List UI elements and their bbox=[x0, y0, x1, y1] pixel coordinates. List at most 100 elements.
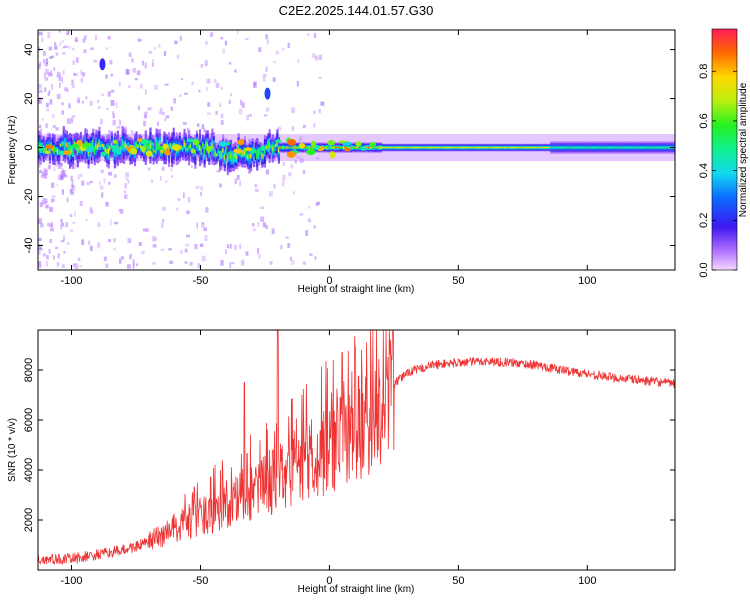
spectrogram-speckle bbox=[119, 258, 122, 264]
spectrogram-band-cell bbox=[253, 156, 256, 160]
spectrogram-band-cell bbox=[358, 146, 361, 149]
spectrogram-speckle bbox=[73, 163, 77, 170]
spectrogram-band-cell bbox=[293, 146, 296, 149]
spectrogram-band-cell bbox=[335, 146, 338, 149]
colorbar-tick-label: 0.4 bbox=[698, 163, 710, 178]
spectrogram-speckle bbox=[111, 111, 115, 114]
spectrogram-band-cell bbox=[434, 147, 437, 149]
spectrogram-band-cell bbox=[641, 146, 644, 149]
spectrogram-speckle bbox=[64, 87, 68, 92]
spectrogram-hotspot bbox=[344, 148, 351, 152]
spectrogram-speckle bbox=[114, 221, 119, 225]
spectrogram-speckle bbox=[52, 113, 55, 119]
spectrogram-speckle bbox=[135, 263, 138, 267]
spectrogram-band-cell bbox=[562, 146, 565, 149]
spectrogram-band-cell bbox=[386, 147, 389, 149]
spectrogram-speckle bbox=[152, 236, 156, 242]
spectrogram-band-cell bbox=[161, 149, 164, 153]
snr-x-axis-label: Height of straight line (km) bbox=[298, 584, 415, 595]
spectrogram-speckle bbox=[229, 262, 232, 268]
spectrogram-band-cell bbox=[457, 147, 460, 149]
spectrogram-band-cell bbox=[427, 147, 431, 149]
spectrogram-band-cell bbox=[531, 147, 534, 149]
spectrogram-band-cell bbox=[636, 146, 639, 149]
spectrogram-speckle bbox=[240, 99, 243, 106]
spectrogram-band-cell bbox=[53, 147, 56, 153]
spectrogram-band-cell bbox=[550, 146, 553, 149]
spectrogram-isolated-patch bbox=[99, 58, 106, 71]
spectrogram-band-cell bbox=[271, 146, 274, 151]
spectrogram-speckle bbox=[126, 69, 130, 75]
spectrogram-speckle bbox=[184, 92, 188, 95]
spectrogram-band-cell bbox=[503, 147, 506, 149]
spectrogram-band-cell bbox=[146, 146, 149, 150]
spectrogram-band-cell bbox=[553, 146, 556, 149]
spectrogram-band-cell bbox=[200, 149, 203, 153]
spectrogram-band-cell bbox=[367, 146, 370, 149]
spectrogram-speckle bbox=[273, 184, 276, 189]
spectrogram-band-cell bbox=[211, 143, 214, 150]
spectrogram-band-cell bbox=[607, 146, 610, 149]
spectrogram-band-cell bbox=[267, 143, 270, 148]
spectrogram-speckle bbox=[239, 244, 242, 249]
spectrogram-band-cell bbox=[528, 147, 531, 149]
spectrogram-band-cell bbox=[573, 146, 576, 149]
spectrogram-band-cell bbox=[608, 146, 612, 149]
spectrogram-speckle bbox=[43, 168, 48, 173]
spectrogram-band-cell bbox=[460, 147, 463, 149]
spectrogram-hotspot bbox=[287, 138, 297, 146]
spectrogram-speckle bbox=[45, 102, 49, 108]
spectrogram-y-axis: -40 -20 0 20 40 bbox=[23, 43, 675, 253]
spectrogram-speckle bbox=[257, 247, 260, 254]
spectrogram-speckle bbox=[246, 115, 249, 121]
spectrogram-band-cell bbox=[206, 143, 209, 149]
spectrogram-x-tick-label: 100 bbox=[578, 275, 596, 287]
spectrogram-hotspot bbox=[218, 141, 228, 147]
spectrogram-band-cell bbox=[588, 146, 592, 149]
spectrogram-speckle bbox=[110, 100, 115, 106]
spectrogram-speckle bbox=[132, 68, 136, 73]
spectrogram-speckle bbox=[109, 59, 113, 65]
spectrogram-speckle bbox=[38, 90, 43, 93]
spectrogram-speckle bbox=[72, 60, 75, 66]
spectrogram-band-cell bbox=[396, 147, 400, 149]
spectrogram-speckle bbox=[51, 83, 53, 90]
spectrogram-band-cell bbox=[511, 147, 514, 149]
spectrogram-band-cell bbox=[443, 147, 446, 149]
spectrogram-speckle bbox=[58, 30, 61, 33]
spectrogram-band-cell bbox=[630, 146, 633, 149]
spectrogram-speckle bbox=[48, 90, 51, 94]
spectrogram-speckle bbox=[53, 166, 56, 171]
spectrogram-band-cell bbox=[124, 142, 127, 148]
spectrogram-speckle bbox=[105, 263, 109, 269]
spectrogram-speckle bbox=[158, 44, 161, 48]
spectrogram-speckle bbox=[275, 50, 280, 55]
spectrogram-speckle bbox=[224, 40, 228, 46]
spectrogram-band-cell bbox=[646, 146, 649, 149]
spectrogram-speckle bbox=[58, 82, 61, 88]
spectrogram-speckle bbox=[234, 69, 237, 73]
spectrogram-speckle bbox=[184, 248, 188, 253]
spectrogram-speckle bbox=[258, 47, 262, 53]
spectrogram-speckle bbox=[265, 169, 270, 175]
spectrogram-band-cell bbox=[341, 146, 344, 149]
spectrogram-speckle bbox=[81, 239, 85, 246]
spectrogram-speckle bbox=[273, 61, 276, 64]
spectrogram-band-cell bbox=[404, 147, 407, 149]
spectrogram-band-cell bbox=[76, 147, 79, 153]
spectrogram-band-cell bbox=[561, 146, 564, 149]
spectrogram-speckle bbox=[220, 87, 223, 90]
spectrogram-band-cell bbox=[593, 146, 596, 149]
spectrogram-speckle bbox=[63, 174, 68, 178]
spectrogram-band-cell bbox=[297, 146, 301, 149]
spectrogram-band-cell bbox=[144, 145, 147, 151]
spectrogram-speckle bbox=[225, 249, 227, 255]
spectrogram-band-cell bbox=[581, 146, 584, 149]
spectrogram-speckle bbox=[291, 126, 294, 131]
spectrogram-speckle bbox=[220, 36, 224, 40]
spectrogram-speckle bbox=[318, 54, 322, 60]
spectrogram-speckle bbox=[39, 61, 42, 66]
spectrogram-band-cell bbox=[647, 146, 650, 149]
spectrogram-hotspot bbox=[70, 143, 80, 148]
spectrogram-band-cell bbox=[509, 147, 513, 149]
